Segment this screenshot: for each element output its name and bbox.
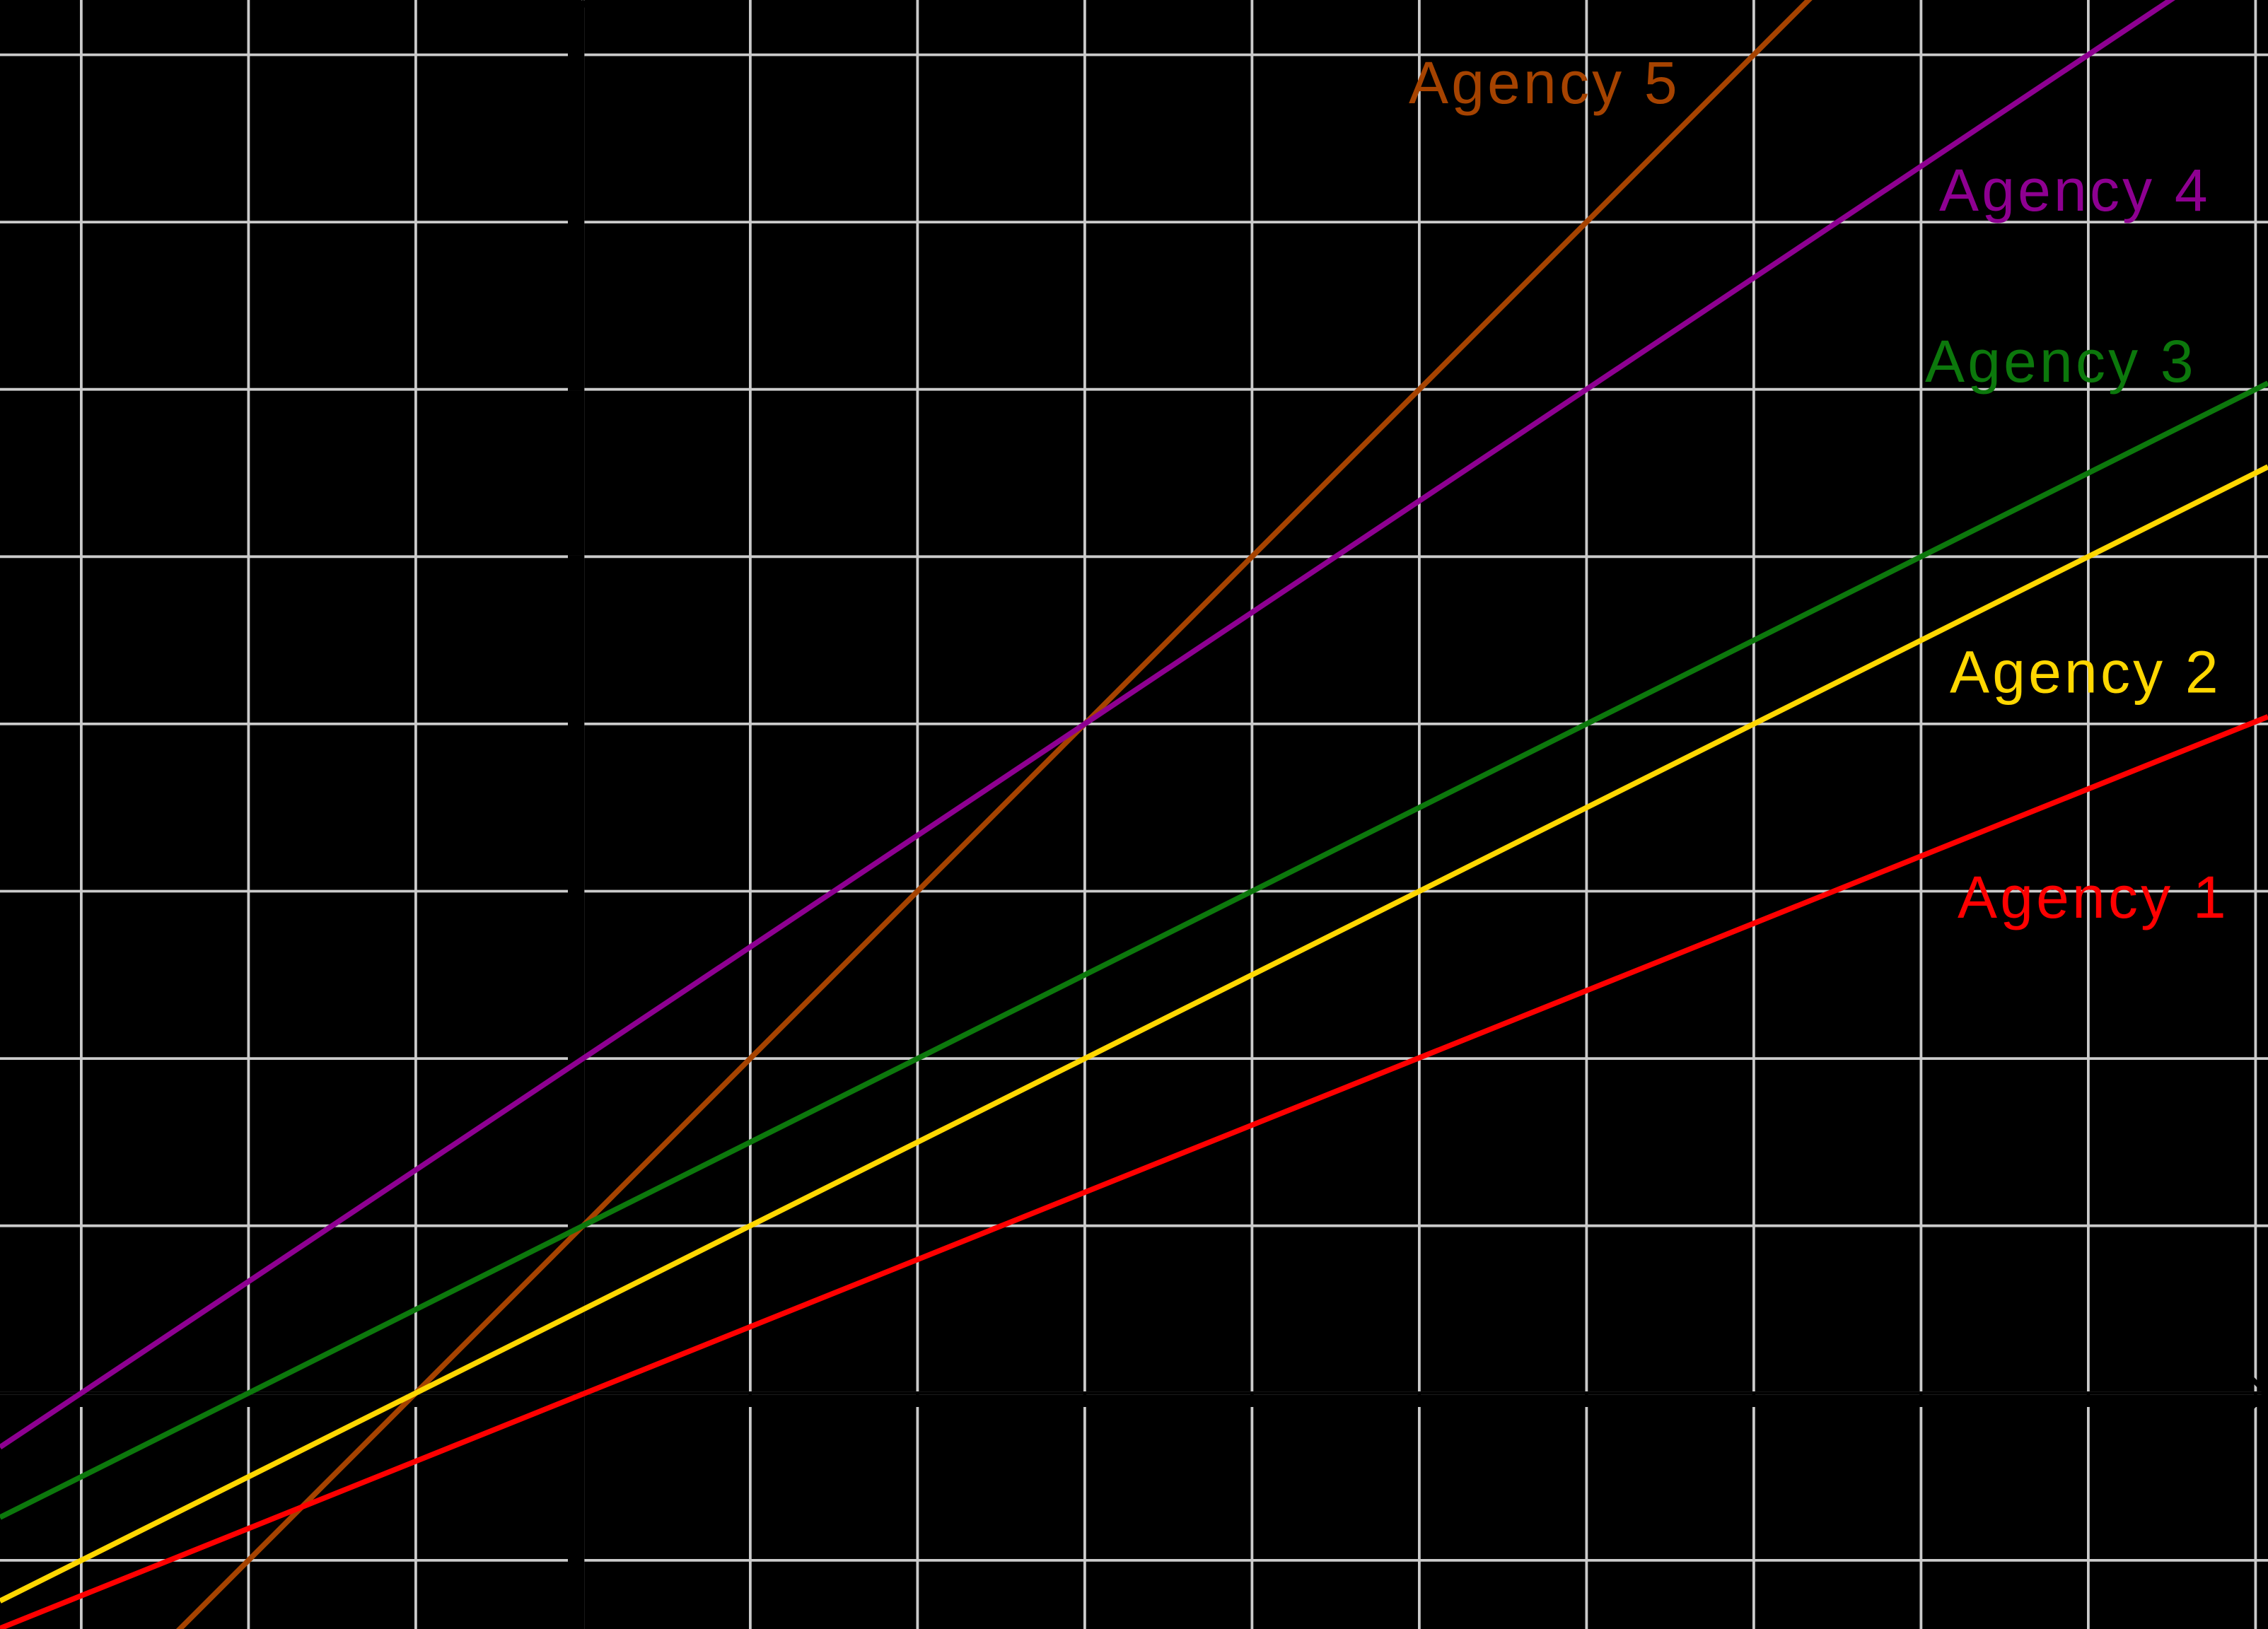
svg-text:Agency 5: Agency 5 bbox=[1409, 49, 1680, 116]
svg-text:Agency 3: Agency 3 bbox=[1925, 328, 2197, 395]
svg-text:Agency 4: Agency 4 bbox=[1939, 157, 2211, 223]
svg-text:Agency 1: Agency 1 bbox=[1958, 864, 2229, 930]
svg-text:Agency 2: Agency 2 bbox=[1950, 639, 2221, 706]
